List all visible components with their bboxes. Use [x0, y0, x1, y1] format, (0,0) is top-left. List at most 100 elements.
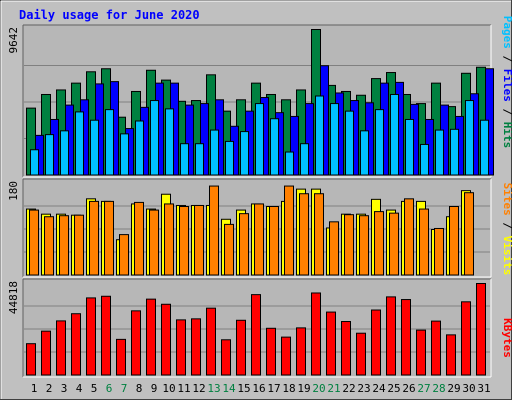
bar-pages-day-27: [420, 143, 429, 176]
bar-pages-day-8: [135, 120, 144, 176]
x-tick-label-day-25: 25: [387, 382, 400, 395]
bar-pages-day-11: [180, 143, 189, 176]
x-tick-label-day-20: 20: [312, 382, 325, 395]
chart-title: Daily usage for June 2020: [19, 8, 200, 22]
bar-kbytes-day-17: [266, 327, 276, 376]
bar-sites-day-4: [74, 214, 84, 276]
x-tick-label-day-8: 8: [136, 382, 143, 395]
bar-sites-day-23: [359, 215, 369, 276]
bar-sites-day-13: [209, 185, 219, 276]
legend-visits-panel-part-0: Sites: [501, 183, 512, 216]
x-tick-label-day-7: 7: [121, 382, 128, 395]
x-tick-label-day-23: 23: [357, 382, 370, 395]
bar-pages-day-28: [435, 129, 444, 176]
legend-hits-panel-part-1: /: [501, 49, 512, 69]
bar-kbytes-day-10: [161, 303, 171, 376]
x-tick-label-day-26: 26: [402, 382, 415, 395]
legend-hits-panel-part-0: Pages: [501, 16, 512, 49]
bar-kbytes-day-22: [341, 321, 351, 376]
legend-hits-panel-part-2: Files: [501, 69, 512, 102]
bar-sites-day-22: [344, 214, 354, 276]
legend-hits-panel-part-4: Hits: [501, 122, 512, 149]
bar-kbytes-day-18: [281, 336, 291, 376]
x-tick-label-day-10: 10: [162, 382, 175, 395]
bar-kbytes-day-26: [401, 299, 411, 376]
bar-pages-day-29: [450, 128, 459, 176]
bar-pages-day-2: [45, 134, 54, 176]
x-tick-label-day-2: 2: [46, 382, 53, 395]
bar-kbytes-day-24: [371, 309, 381, 376]
bar-pages-day-3: [60, 130, 69, 176]
bar-pages-day-30: [465, 100, 474, 176]
bar-kbytes-day-4: [71, 313, 81, 376]
bar-kbytes-day-6: [101, 295, 111, 376]
x-tick-label-day-14: 14: [222, 382, 236, 395]
bar-kbytes-day-21: [326, 311, 336, 376]
legend-kbytes-panel-part-0: KBytes: [501, 318, 512, 358]
bar-pages-day-5: [90, 119, 99, 176]
x-tick-label-day-27: 27: [417, 382, 430, 395]
bar-kbytes-day-20: [311, 292, 321, 376]
legend-visits-panel: Sites / Visits: [501, 183, 512, 276]
bar-sites-day-10: [164, 203, 174, 276]
bar-kbytes-day-19: [296, 327, 306, 376]
bar-sites-day-12: [194, 204, 204, 276]
legend-visits-panel-part-2: Visits: [501, 236, 512, 276]
x-tick-label-day-29: 29: [447, 382, 460, 395]
bar-sites-day-29: [449, 206, 459, 276]
x-tick-label-day-5: 5: [91, 382, 98, 395]
x-tick-label-day-17: 17: [267, 382, 280, 395]
bar-sites-day-19: [299, 193, 309, 276]
x-tick-label-day-13: 13: [207, 382, 220, 395]
bar-sites-day-11: [179, 206, 189, 276]
bar-kbytes-day-16: [251, 294, 261, 376]
x-tick-label-day-19: 19: [297, 382, 310, 395]
bar-pages-day-31: [480, 119, 489, 176]
bar-kbytes-day-13: [206, 307, 216, 376]
bar-pages-day-26: [405, 118, 414, 176]
bar-sites-day-7: [119, 234, 129, 276]
bar-kbytes-day-15: [236, 319, 246, 376]
bar-kbytes-day-30: [461, 301, 471, 376]
bar-sites-day-3: [59, 215, 69, 276]
bar-sites-day-24: [374, 211, 384, 276]
x-tick-label-day-6: 6: [106, 382, 113, 395]
bar-pages-day-1: [30, 149, 39, 176]
x-tick-label-day-18: 18: [282, 382, 295, 395]
bar-pages-day-17: [270, 118, 279, 176]
bar-pages-day-13: [210, 129, 219, 176]
bar-pages-day-19: [300, 143, 309, 176]
bar-kbytes-day-31: [476, 283, 486, 376]
bar-files-day-12: [200, 103, 209, 176]
bar-kbytes-day-1: [26, 343, 36, 376]
bar-sites-day-18: [284, 185, 294, 276]
bar-pages-day-15: [240, 131, 249, 176]
bar-sites-day-21: [329, 221, 339, 276]
panel-visits-y-max-label: 180: [7, 181, 20, 201]
bar-sites-day-15: [239, 213, 249, 276]
bar-sites-day-20: [314, 193, 324, 276]
bar-sites-day-28: [434, 227, 444, 276]
bar-kbytes-day-28: [431, 320, 441, 376]
bar-kbytes-day-29: [446, 334, 456, 376]
bar-kbytes-day-9: [146, 298, 156, 376]
bar-sites-day-25: [389, 212, 399, 276]
bar-pages-day-25: [390, 93, 399, 176]
bar-pages-day-7: [120, 133, 129, 176]
bar-kbytes-day-7: [116, 338, 126, 376]
bar-pages-day-10: [165, 108, 174, 176]
legend-hits-panel: Pages / Files / Hits: [501, 16, 512, 149]
bar-sites-day-17: [269, 206, 279, 276]
x-tick-label-day-12: 12: [192, 382, 205, 395]
panel-hits-y-max-label: 9642: [7, 27, 20, 54]
bar-sites-day-5: [89, 200, 99, 276]
bar-kbytes-day-5: [86, 297, 96, 376]
legend-hits-panel-part-3: /: [501, 102, 512, 122]
bar-sites-day-1: [29, 209, 39, 276]
bar-pages-day-9: [150, 100, 159, 176]
x-tick-label-day-22: 22: [342, 382, 355, 395]
x-tick-label-day-4: 4: [76, 382, 83, 395]
x-tick-label-day-1: 1: [31, 382, 38, 395]
